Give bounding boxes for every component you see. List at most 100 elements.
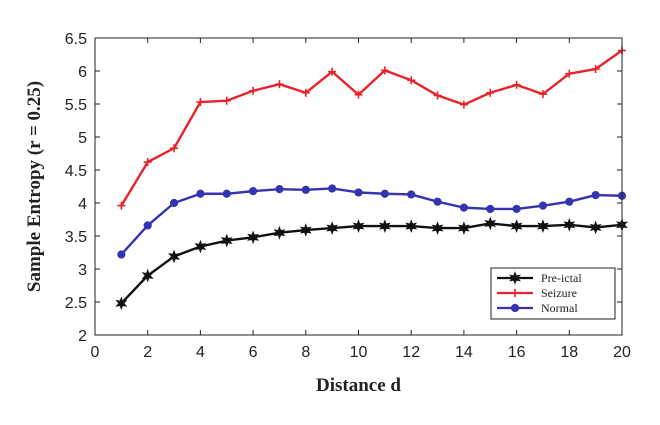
data-point-normal (486, 204, 495, 214)
x-tick-label: 18 (560, 344, 578, 361)
series-normal (117, 184, 627, 259)
y-tick-label: 4.5 (65, 163, 87, 180)
legend-marker (510, 303, 520, 313)
y-tick-labels: 2 2.5 3 3.5 4 4.5 5 5.5 6 6.5 (65, 31, 87, 345)
data-point-normal (196, 189, 205, 198)
x-tick-label: 8 (301, 344, 310, 361)
data-point-pre-ictal (536, 219, 549, 233)
data-point-seizure (117, 201, 126, 210)
legend-item: Pre-ictal (497, 271, 582, 285)
x-tick-label: 4 (196, 344, 205, 361)
data-point-pre-ictal (141, 268, 154, 283)
y-tick-label: 6 (78, 64, 87, 81)
y-tick-label: 2.5 (65, 295, 87, 312)
plot-frame (94, 37, 623, 336)
data-point-seizure (249, 86, 258, 95)
data-point-normal (591, 190, 600, 200)
data-point-seizure (170, 144, 179, 153)
data-point-seizure (301, 88, 310, 97)
data-point-normal (169, 198, 179, 208)
data-point-pre-ictal (484, 216, 497, 231)
series-line-normal (120, 187, 623, 256)
legend-marker (509, 271, 521, 285)
x-tick-label: 12 (402, 344, 420, 361)
data-point-normal (143, 221, 152, 230)
data-point-normal (222, 189, 231, 198)
data-point-pre-ictal (194, 239, 207, 254)
data-point-pre-ictal (431, 221, 444, 235)
data-point-seizure (538, 90, 547, 99)
y-tick-label: 5.5 (65, 97, 87, 114)
x-axis-title: Distance d (316, 375, 401, 396)
data-point-seizure (143, 158, 152, 167)
data-point-pre-ictal (115, 296, 128, 311)
data-point-pre-ictal (352, 219, 365, 233)
y-tick-label: 4 (78, 196, 87, 213)
data-point-normal (301, 185, 310, 194)
data-point-pre-ictal (405, 219, 418, 233)
x-tick-label: 14 (455, 344, 473, 361)
data-point-normal (328, 184, 337, 193)
legend-label: Pre-ictal (541, 271, 582, 285)
data-point-pre-ictal (299, 223, 312, 237)
data-point-pre-ictal (589, 220, 602, 235)
data-point-seizure (222, 96, 231, 105)
data-point-seizure (591, 65, 600, 74)
x-tick-label: 2 (143, 344, 152, 361)
data-point-seizure (407, 76, 416, 85)
data-point-seizure (486, 88, 495, 97)
data-point-pre-ictal (563, 217, 576, 232)
y-tick-label: 3 (78, 262, 87, 279)
data-point-normal (117, 250, 126, 259)
y-axis-title: Sample Entropy (r = 0.25) (24, 81, 45, 292)
y-tick-label: 6.5 (65, 31, 87, 48)
data-point-pre-ictal (510, 219, 523, 233)
series-pre-ictal (115, 216, 628, 311)
x-tick-label: 10 (350, 344, 368, 361)
series-seizure (117, 46, 626, 210)
data-point-seizure (512, 80, 521, 89)
data-point-seizure (380, 66, 389, 75)
legend-label: Normal (541, 301, 578, 315)
y-tick-label: 5 (78, 130, 87, 147)
data-point-normal (407, 190, 416, 199)
legend-item: Normal (497, 301, 578, 315)
data-point-pre-ictal (273, 225, 286, 240)
data-point-normal (380, 189, 389, 198)
data-point-normal (249, 187, 258, 196)
data-point-pre-ictal (220, 233, 233, 248)
data-point-pre-ictal (326, 221, 339, 235)
series-line-seizure (120, 49, 623, 207)
data-point-normal (275, 185, 284, 194)
data-point-normal (459, 203, 468, 212)
data-point-pre-ictal (457, 221, 470, 235)
data-point-seizure (354, 90, 363, 99)
data-point-seizure (196, 98, 205, 107)
data-point-seizure (459, 100, 468, 109)
x-tick-label: 16 (508, 344, 526, 361)
data-point-pre-ictal (247, 230, 260, 245)
y-tick-label: 2 (78, 328, 87, 345)
data-point-normal (538, 201, 548, 210)
data-point-seizure (565, 69, 574, 78)
data-point-seizure (275, 80, 284, 89)
x-tick-label: 6 (249, 344, 258, 361)
x-tick-label: 20 (613, 344, 631, 361)
x-tick-labels: 0 2 4 6 8 10 12 14 16 18 20 (91, 344, 631, 361)
data-point-seizure (328, 67, 337, 76)
data-point-normal (354, 188, 363, 197)
legend-marker (511, 289, 519, 297)
legend-label: Seizure (541, 286, 577, 300)
series-line-pre-ictal (120, 222, 623, 305)
y-tick-label: 3.5 (65, 229, 87, 246)
data-point-pre-ictal (378, 219, 391, 233)
data-point-pre-ictal (168, 249, 181, 264)
data-point-normal (565, 197, 574, 206)
data-point-normal (433, 197, 442, 206)
data-point-seizure (433, 91, 442, 100)
series-layer (115, 46, 628, 311)
x-tick-label: 0 (91, 344, 100, 361)
data-point-normal (512, 204, 521, 214)
